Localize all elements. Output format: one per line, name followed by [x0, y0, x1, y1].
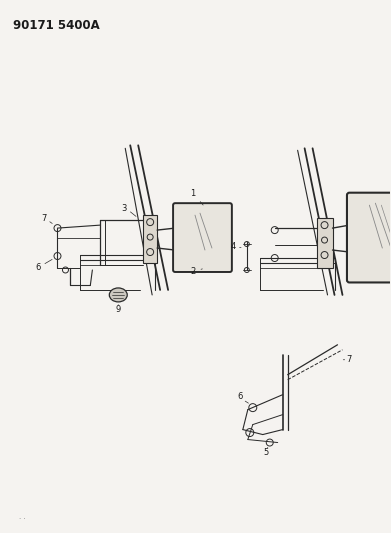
- Text: 90171 5400A: 90171 5400A: [13, 19, 99, 31]
- Text: 8: 8: [0, 532, 1, 533]
- Text: . .: . .: [19, 514, 25, 520]
- Text: 1: 1: [190, 189, 203, 205]
- Text: 5: 5: [263, 448, 268, 457]
- Bar: [317, 218, 332, 268]
- Text: 9: 9: [116, 305, 121, 314]
- Bar: [143, 215, 157, 263]
- Text: 3: 3: [122, 204, 127, 213]
- Text: 7: 7: [347, 356, 352, 364]
- Text: 2: 2: [190, 268, 202, 277]
- FancyBboxPatch shape: [173, 203, 232, 272]
- Text: 6: 6: [36, 263, 41, 272]
- Text: 6: 6: [237, 392, 242, 401]
- Ellipse shape: [109, 288, 127, 302]
- Text: 4: 4: [230, 241, 235, 251]
- Text: 7: 7: [41, 214, 46, 223]
- FancyBboxPatch shape: [347, 193, 391, 282]
